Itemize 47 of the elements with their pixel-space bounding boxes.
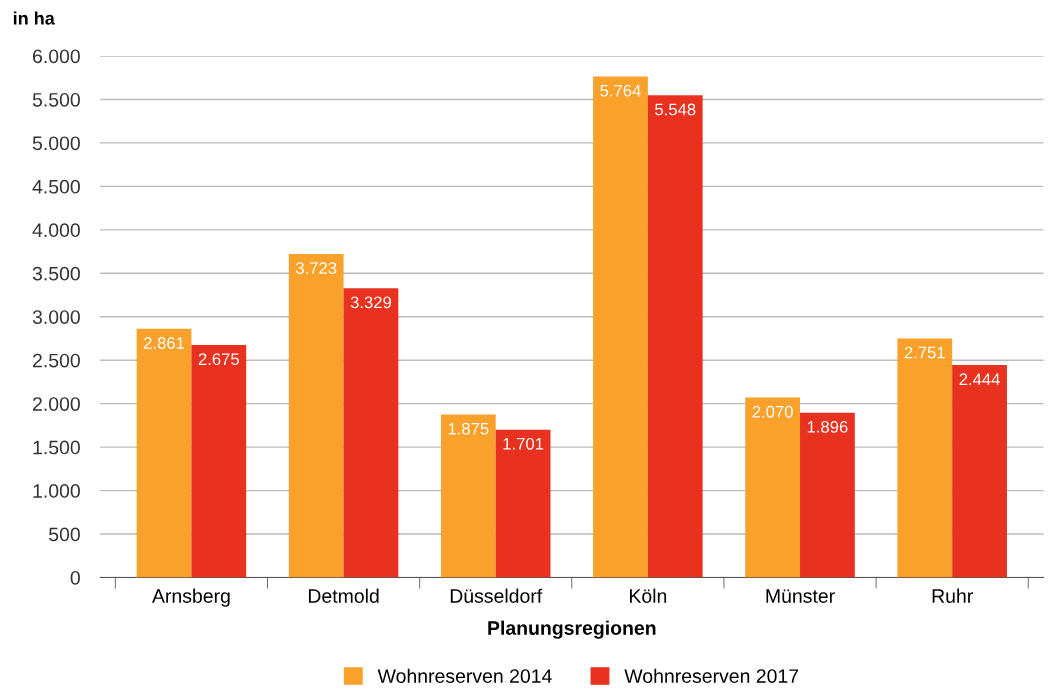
y-tick-label: 4.500 (32, 179, 80, 194)
bar (191, 345, 247, 578)
y-tick-label: 5.000 (32, 136, 80, 151)
bar (343, 288, 399, 578)
data-label: 2.861 (144, 337, 185, 349)
y-tick-label: 500 (49, 527, 80, 542)
y-tick-label: 0 (70, 570, 80, 585)
data-label: 5.548 (655, 103, 696, 116)
y-tick-label: 6.000 (33, 49, 80, 64)
x-axis-title: Planungsregionen (488, 620, 656, 639)
legend-label: Wohnreserven 2014 (377, 668, 552, 683)
data-label: 1.896 (807, 420, 848, 433)
y-tick-label: 5.500 (32, 92, 80, 107)
legend-label: Wohnreserven 2017 (624, 668, 799, 683)
x-tick-label: Düsseldorf (450, 588, 543, 603)
bar (136, 328, 192, 578)
y-tick-label: 1.500 (33, 440, 80, 455)
x-tick-label: Ruhr (932, 588, 973, 603)
x-tick-label: Münster (766, 589, 835, 603)
bar (897, 338, 953, 578)
y-tick-label: 3.000 (32, 310, 80, 324)
bar (440, 414, 496, 578)
bar (952, 365, 1007, 578)
bar (593, 76, 648, 578)
data-label: 1.875 (448, 422, 489, 435)
y-tick-label: 3.500 (32, 266, 80, 281)
y-axis-title: in ha (13, 11, 55, 25)
data-label: 2.070 (752, 405, 793, 418)
bar (288, 253, 344, 578)
x-tick-label: Arnsberg (152, 588, 230, 607)
data-label: 1.701 (503, 437, 544, 450)
x-tick-label: Detmold (308, 588, 379, 603)
data-label: 5.764 (600, 84, 641, 97)
data-label: 2.751 (904, 346, 945, 359)
x-tick-label: Köln (630, 588, 667, 603)
bar (800, 412, 855, 578)
y-tick-label: 1.000 (33, 484, 80, 498)
data-label: 3.723 (295, 262, 337, 274)
y-tick-label: 4.000 (32, 223, 80, 238)
y-tick-label: 2.500 (33, 353, 80, 368)
bar (745, 397, 801, 578)
data-label: 2.444 (959, 373, 1000, 385)
bar (647, 95, 703, 578)
data-label: 3.329 (350, 296, 392, 309)
data-label: 2.675 (198, 353, 239, 366)
y-tick-label: 2.000 (33, 397, 80, 411)
bar (495, 429, 551, 578)
